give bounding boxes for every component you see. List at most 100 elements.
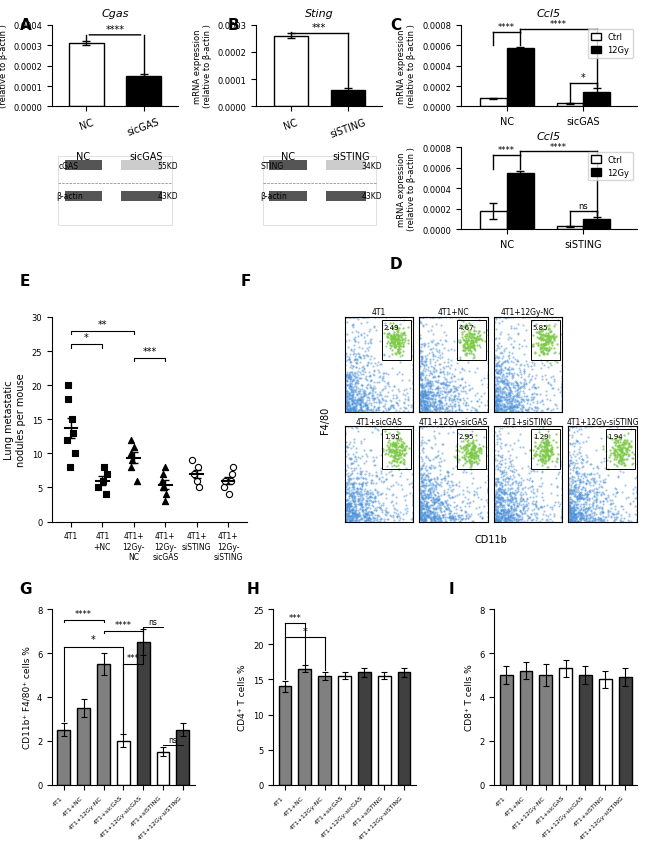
- Point: [381, 340, 391, 354]
- Point: [422, 403, 432, 416]
- Point: [387, 399, 397, 413]
- Point: [472, 394, 482, 408]
- Point: [361, 450, 372, 463]
- Point: [571, 508, 581, 521]
- Point: [445, 362, 456, 375]
- Point: [435, 385, 445, 398]
- Point: [469, 324, 479, 338]
- Point: [557, 491, 567, 505]
- Point: [363, 468, 374, 482]
- Point: [491, 510, 501, 524]
- Point: [532, 420, 542, 433]
- Point: [465, 334, 476, 348]
- Point: [506, 500, 516, 514]
- Point: [354, 383, 365, 397]
- Point: [483, 473, 493, 487]
- Point: [417, 357, 427, 370]
- Point: [507, 393, 517, 407]
- Point: [416, 513, 426, 526]
- Point: [532, 401, 543, 415]
- Point: [511, 390, 521, 403]
- Point: [417, 387, 427, 401]
- Point: [541, 442, 552, 456]
- Point: [506, 508, 517, 522]
- Point: [421, 389, 431, 403]
- Point: [421, 363, 431, 376]
- Point: [432, 345, 442, 358]
- Point: [395, 440, 406, 454]
- Point: [568, 437, 578, 450]
- Point: [534, 326, 545, 339]
- Point: [350, 348, 361, 362]
- Point: [488, 512, 499, 525]
- Point: [401, 461, 411, 475]
- Point: [455, 379, 465, 392]
- Point: [453, 334, 463, 347]
- Point: [390, 502, 400, 516]
- Point: [500, 505, 510, 519]
- Point: [427, 399, 437, 413]
- Title: 4T1+NC: 4T1+NC: [437, 308, 469, 316]
- Point: [428, 510, 438, 524]
- Point: [432, 369, 443, 383]
- Point: [536, 454, 546, 467]
- Point: [494, 479, 504, 493]
- Point: [344, 405, 354, 419]
- Point: [499, 508, 509, 522]
- Point: [511, 485, 521, 499]
- Point: [432, 490, 442, 504]
- Point: [512, 494, 522, 508]
- Point: [541, 343, 551, 357]
- Point: [503, 513, 514, 526]
- Point: [346, 457, 356, 471]
- Point: [506, 490, 516, 503]
- Point: [349, 350, 359, 363]
- Point: [443, 356, 453, 369]
- Point: [382, 330, 392, 344]
- Point: [340, 392, 350, 405]
- Point: [340, 405, 350, 419]
- Point: [422, 398, 433, 412]
- Point: [462, 480, 473, 494]
- Point: [545, 333, 556, 346]
- Point: [478, 326, 489, 339]
- Point: [624, 444, 634, 457]
- Point: [366, 508, 376, 521]
- Point: [528, 391, 538, 404]
- Point: [157, 474, 167, 488]
- Point: [553, 313, 564, 327]
- Point: [415, 482, 425, 496]
- Point: [419, 486, 430, 500]
- Point: [349, 455, 359, 468]
- Point: [350, 380, 361, 393]
- Point: [617, 444, 627, 458]
- Point: [431, 502, 441, 516]
- Point: [342, 502, 352, 516]
- Point: [351, 514, 361, 527]
- Point: [435, 396, 445, 409]
- Point: [441, 386, 451, 400]
- Point: [391, 321, 401, 334]
- Point: [426, 511, 437, 525]
- Point: [359, 510, 369, 524]
- Point: [509, 490, 519, 504]
- Point: [401, 498, 411, 512]
- Point: [489, 388, 500, 402]
- Point: [427, 374, 437, 388]
- Point: [421, 514, 432, 528]
- Point: [504, 486, 515, 500]
- Point: [346, 488, 356, 502]
- Point: [497, 465, 508, 479]
- Point: [389, 336, 400, 350]
- Point: [507, 473, 517, 486]
- Point: [415, 397, 425, 410]
- Point: [431, 389, 441, 403]
- Point: [564, 510, 574, 524]
- Point: [415, 397, 426, 410]
- Point: [541, 436, 551, 450]
- Point: [421, 512, 431, 525]
- Point: [556, 328, 566, 341]
- Point: [495, 394, 505, 408]
- Point: [369, 399, 380, 413]
- Point: [380, 317, 391, 331]
